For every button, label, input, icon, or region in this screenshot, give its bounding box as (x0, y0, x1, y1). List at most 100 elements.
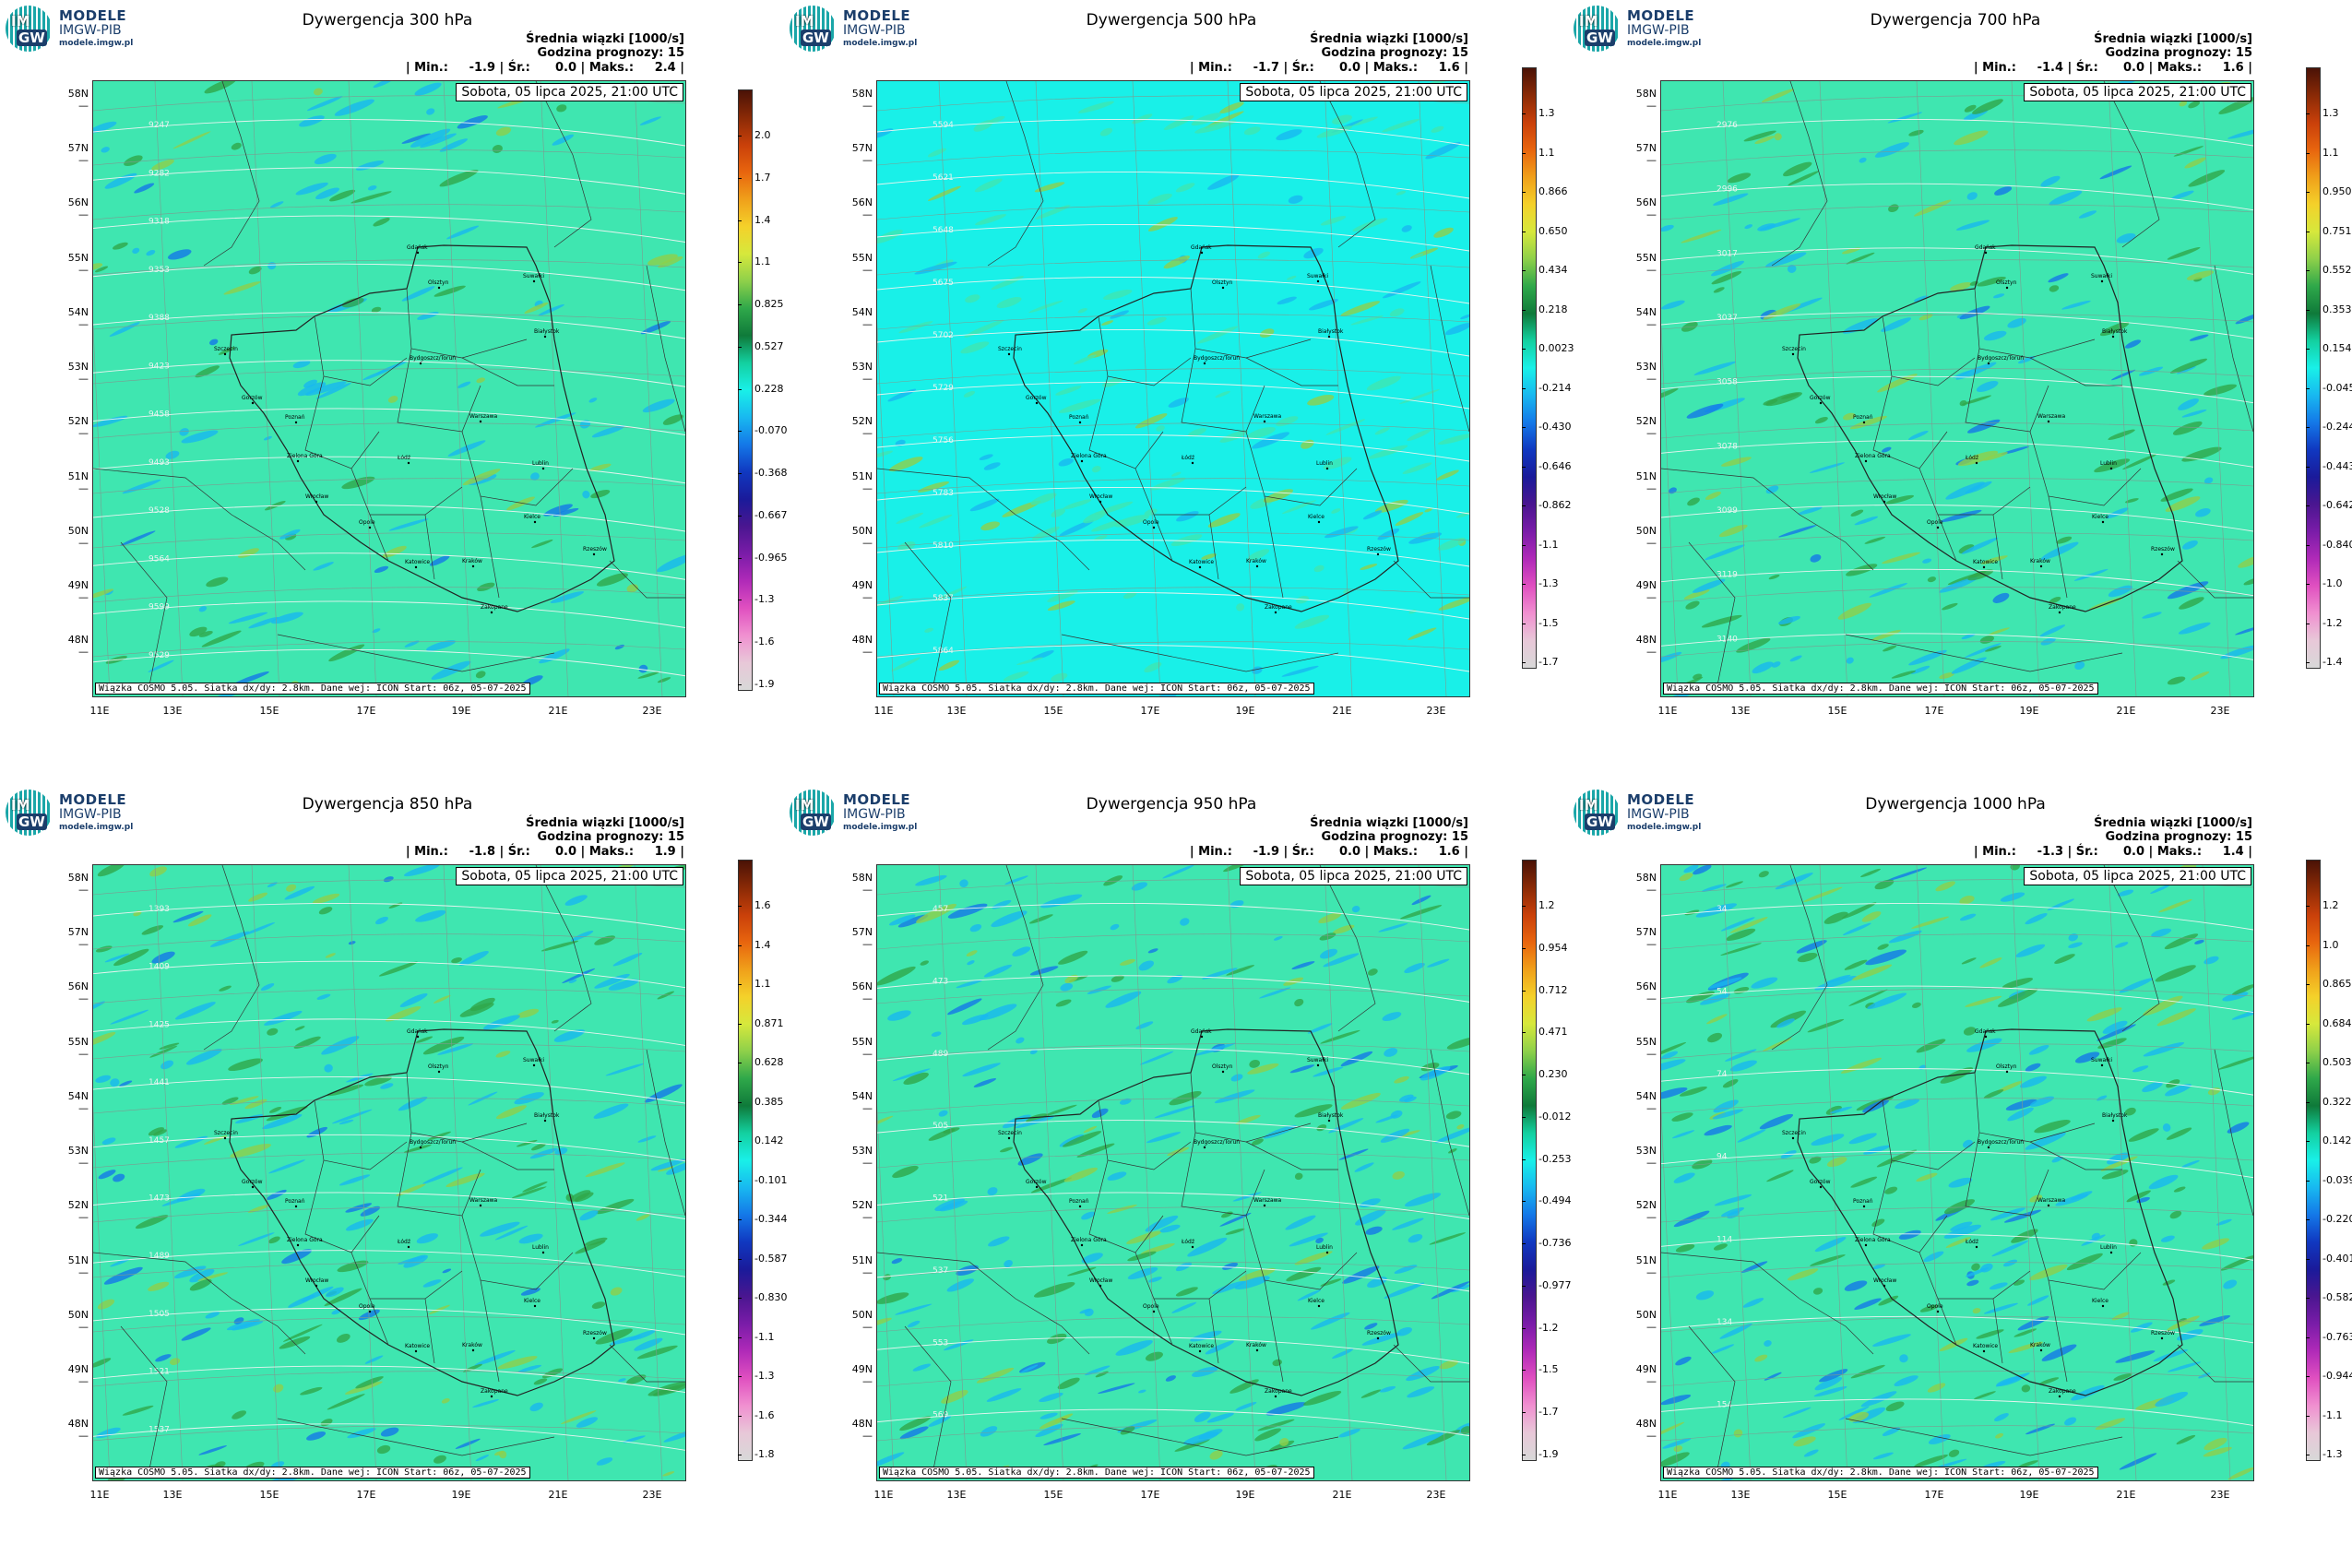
divergence-streak (206, 576, 229, 588)
longitude-label: 15E (259, 705, 279, 717)
divergence-streak (941, 1390, 968, 1404)
divergence-streak (95, 1075, 112, 1083)
colorbar-label: 0.628 (754, 1056, 784, 1068)
map-area[interactable]: 9247 9282 9318 9353 9388 9423 9458 9493 9528 9564… (92, 80, 686, 697)
divergence-streak (1961, 957, 1977, 965)
divergence-streak (516, 1139, 538, 1147)
latitude-label: 52N — (67, 1199, 89, 1223)
divergence-streak (1965, 995, 2002, 1007)
divergence-streak (1877, 374, 1918, 393)
divergence-streak (228, 1058, 263, 1072)
city-label: Zielona Góra (1071, 453, 1107, 459)
divergence-streak (1425, 141, 1461, 160)
colorbar-label: 1.7 (754, 171, 771, 184)
city-label: Wrocław (1873, 1277, 1896, 1284)
divergence-streak (195, 365, 220, 378)
city-label: Olsztyn (428, 1063, 449, 1070)
divergence-streak (1239, 1267, 1276, 1281)
map-area[interactable]: 34 54 74 94 114 134 154 Gdańsk Olsztyn Suwałki Bia… (1660, 864, 2254, 1481)
divergence-streak (2005, 1099, 2037, 1111)
voivodeship-border (350, 1252, 463, 1300)
divergence-streak (1093, 535, 1108, 541)
voivodeship-border (1872, 375, 1948, 469)
divergence-streak (1351, 905, 1360, 913)
voivodeship-border (1098, 1099, 1192, 1170)
city-label: Warszawa (2037, 1197, 2066, 1204)
divergence-streak (1974, 1391, 1996, 1400)
colorbar-tick (1522, 584, 1526, 585)
latitude-label: 51N — (1635, 470, 1657, 494)
divergence-streak (960, 341, 990, 354)
divergence-streak (1883, 645, 1897, 652)
divergence-streak (268, 1236, 280, 1244)
geopotential-isoline (93, 312, 685, 339)
city-marker (490, 1395, 493, 1398)
geopotential-isoline (877, 645, 1469, 672)
divergence-streak (576, 1417, 599, 1428)
divergence-streak (2094, 458, 2131, 473)
geopotential-isoline (1661, 1398, 2253, 1426)
divergence-streak (1683, 865, 1699, 873)
logo-url: modele.imgw.pl (1627, 39, 1702, 48)
latitude-line (877, 1043, 1469, 1060)
longitude-label: 23E (642, 1489, 662, 1501)
divergence-streak (1695, 903, 1738, 918)
divergence-streak (2040, 637, 2056, 646)
map-canvas: 34547494114134154GdańskOlsztynSuwałkiBia… (1661, 865, 2253, 1480)
divergence-streak (1366, 375, 1401, 391)
geopotential-isoline (877, 903, 1469, 931)
geopotential-isoline (877, 1192, 1469, 1219)
geopotential-isoline (93, 1423, 685, 1451)
divergence-streak (1131, 882, 1147, 891)
divergence-streak (569, 1190, 591, 1202)
divergence-streak (1059, 519, 1094, 537)
divergence-streak (1967, 569, 1994, 581)
latitude-label: 53N — (67, 1145, 89, 1169)
colorbar-label: 0.650 (1538, 224, 1568, 237)
divergence-streak (1107, 1205, 1137, 1214)
divergence-streak (1992, 592, 2010, 603)
map-area[interactable]: 457 473 489 505 521 537 553 569 Gdańsk Olsztyn Suw… (876, 864, 1470, 1481)
divergence-streak (969, 498, 1000, 512)
city-marker (1007, 352, 1011, 356)
divergence-streak (1401, 225, 1412, 232)
map-area[interactable]: 1393 1409 1425 1441 1457 1473 1489 1505 1521 1537… (92, 864, 686, 1481)
divergence-streak (1711, 1344, 1735, 1354)
divergence-streak (267, 1189, 287, 1200)
city-label: Białystok (534, 1112, 560, 1119)
divergence-streak (198, 631, 213, 637)
city-label: Zakopane (481, 604, 508, 611)
divergence-streak (1209, 1450, 1223, 1460)
divergence-streak (1787, 264, 1797, 273)
forecast-hour: Godzina prognozy: 15 (2105, 46, 2252, 60)
divergence-streak (1446, 1037, 1469, 1050)
city-label: Białystok (2102, 1112, 2128, 1119)
divergence-streak (579, 420, 591, 429)
longitude-line (1035, 865, 1064, 1480)
map-area[interactable]: 5594 5621 5648 5675 5702 5729 5756 5783 5810 5837… (876, 80, 1470, 697)
city-marker (414, 1349, 418, 1353)
latitude-line (93, 1316, 685, 1333)
divergence-streak (1147, 217, 1178, 232)
logo-im-text: IM (795, 797, 814, 814)
divergence-streak (1726, 928, 1756, 941)
divergence-streak (1230, 1074, 1243, 1082)
divergence-streak (185, 1049, 222, 1065)
divergence-streak (1964, 104, 1977, 113)
divergence-streak (169, 1358, 181, 1365)
logo: IM GW MODELE IMGW-PIB modele.imgw.pl (790, 790, 928, 836)
colorbar-label: -0.587 (754, 1252, 788, 1265)
city-marker (315, 500, 318, 504)
map-area[interactable]: 2976 2996 3017 3037 3058 3078 3099 3119 3140 Gdań… (1660, 80, 2254, 697)
divergence-streak (204, 81, 237, 94)
voivodeship-border (1153, 514, 1173, 562)
city-marker (1987, 1146, 1990, 1149)
divergence-streak (476, 377, 485, 384)
city-label: Opole (1927, 1303, 1943, 1310)
divergence-streak (522, 1182, 548, 1193)
colorbar-tick (2306, 1258, 2310, 1260)
longitude-label: 17E (356, 1489, 376, 1501)
divergence-streak (1950, 282, 1972, 291)
divergence-streak (983, 964, 1013, 978)
divergence-streak (1040, 894, 1083, 909)
